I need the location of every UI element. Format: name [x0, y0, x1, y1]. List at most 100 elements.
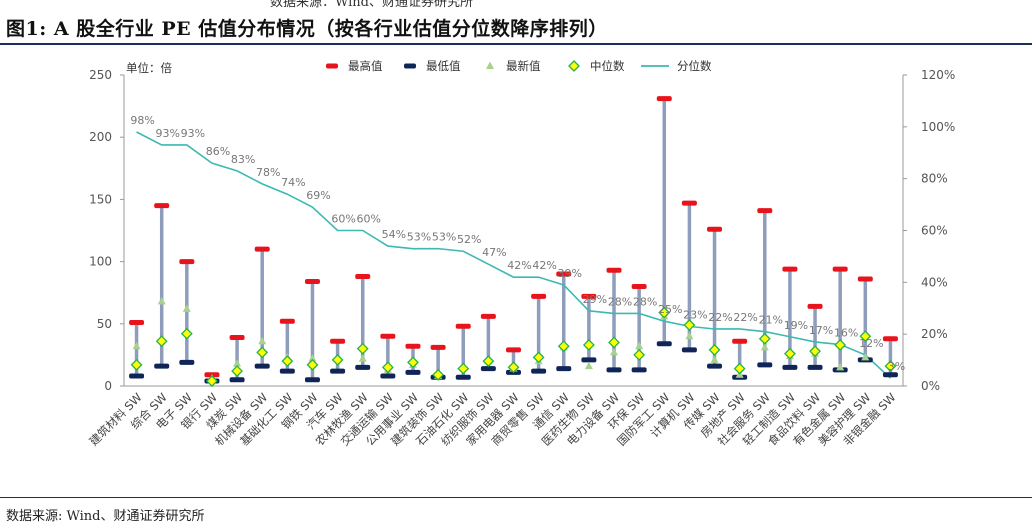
max-marker [129, 320, 145, 326]
min-marker [229, 377, 245, 383]
median-marker [407, 356, 419, 369]
left-tick-label: 50 [97, 317, 112, 331]
range-bars [134, 98, 893, 382]
percentile-data-label: 28% [633, 295, 657, 308]
percentile-data-label: 93% [181, 127, 205, 140]
max-marker [380, 333, 396, 339]
min-marker [707, 363, 723, 369]
min-marker [882, 372, 898, 378]
percentile-data-label: 69% [306, 189, 330, 202]
left-tick-label: 150 [89, 192, 112, 206]
percentile-data-label: 28% [608, 295, 632, 308]
percentile-data-label: 83% [231, 153, 255, 166]
legend-label: 分位数 [677, 59, 712, 73]
right-tick-label: 100% [921, 120, 955, 134]
chart-axes: 0 50 100 150 200 250 0% 20% 40% 60% 80% 100% 120% 单位：… [89, 61, 955, 393]
median-marker [130, 358, 143, 371]
latest-marker [584, 361, 593, 370]
max-marker [707, 226, 723, 232]
latest-marker [182, 304, 191, 312]
max-marker [154, 203, 170, 209]
legend-label: 中位数 [590, 59, 625, 73]
percentile-data-label: 12% [859, 337, 883, 350]
max-marker [757, 208, 773, 214]
median-marker [482, 355, 495, 368]
max-marker [732, 338, 748, 344]
percentile-data-label: 25% [658, 303, 682, 316]
latest-marker [157, 296, 166, 305]
median-marker [180, 327, 193, 340]
median-marker [206, 375, 218, 387]
percentile-data-label: 86% [206, 145, 230, 158]
min-marker [606, 367, 622, 373]
legend-max-swatch [326, 63, 338, 69]
median-marker [432, 368, 445, 381]
percentile-data-label: 47% [482, 246, 506, 259]
percentile-data-label: 54% [382, 228, 406, 241]
percentile-data-label: 17% [809, 324, 833, 337]
min-marker [480, 366, 496, 372]
latest-marker [635, 341, 644, 350]
right-tick-label: 80% [921, 172, 948, 186]
legend-label: 最新值 [506, 59, 541, 73]
median-marker [155, 335, 168, 348]
max-marker [807, 303, 823, 309]
median-marker [256, 346, 269, 359]
median-marker [306, 358, 319, 371]
max-marker [229, 334, 245, 340]
median-marker [381, 361, 394, 374]
latest-marker [308, 354, 317, 362]
percentile-data-label: 98% [130, 114, 154, 127]
percentile-data-label: 93% [155, 127, 179, 140]
min-marker [279, 368, 295, 374]
min-marker [807, 364, 823, 370]
legend-min-swatch [404, 63, 416, 69]
max-marker [279, 318, 295, 324]
median-marker [834, 339, 847, 351]
right-tick-label: 20% [921, 327, 948, 341]
min-marker [154, 363, 170, 369]
median-marker [608, 336, 620, 349]
min-marker [631, 367, 647, 373]
median-marker [859, 330, 872, 343]
percentile-data-label: 3% [888, 360, 905, 373]
right-tick-label: 120% [921, 68, 955, 82]
max-marker [179, 259, 195, 265]
median-marker [231, 365, 243, 377]
min-marker [531, 368, 547, 374]
max-marker [480, 313, 496, 319]
legend-median-swatch [568, 60, 580, 72]
min-marker [656, 341, 672, 347]
median-marker [758, 332, 771, 345]
legend-latest-swatch [486, 61, 494, 69]
max-marker [882, 336, 898, 342]
min-marker [681, 347, 697, 353]
latest-marker [836, 362, 845, 371]
latest-marker [132, 341, 141, 350]
legend-label: 最高值 [348, 59, 383, 73]
max-marker [304, 279, 320, 285]
value-markers [129, 96, 898, 387]
max-marker [556, 271, 572, 277]
median-marker [331, 353, 344, 366]
median-marker [633, 348, 646, 361]
min-marker [129, 373, 145, 379]
percentile-line [136, 131, 891, 379]
percentile-series [136, 131, 891, 379]
previous-figure-source-fragment: 数据来源：Wind、财通证券研究所 [270, 0, 473, 10]
title-divider [0, 43, 1032, 45]
median-marker [557, 340, 570, 353]
percentile-data-label: 78% [256, 166, 280, 179]
max-marker [405, 343, 421, 349]
left-tick-label: 250 [89, 68, 112, 82]
percentile-data-label: 74% [281, 176, 305, 189]
min-marker [304, 377, 320, 383]
latest-marker [358, 354, 367, 362]
percentile-data-label: 19% [784, 319, 808, 332]
min-marker [455, 374, 471, 380]
max-marker [782, 266, 798, 272]
left-tick-label: 100 [89, 255, 112, 269]
left-tick-label: 0 [104, 379, 112, 393]
percentile-data-label: 53% [432, 231, 456, 244]
